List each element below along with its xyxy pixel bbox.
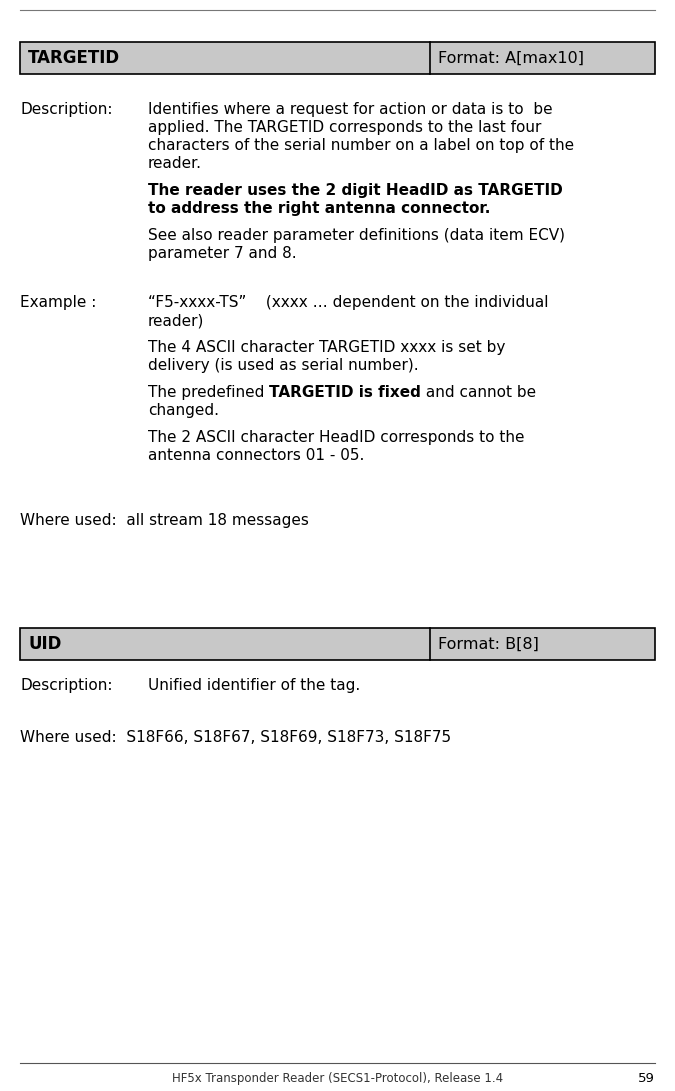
Text: Example :: Example :: [20, 295, 97, 310]
Text: See also reader parameter definitions (data item ECV): See also reader parameter definitions (d…: [148, 228, 565, 243]
Text: HF5x Transponder Reader (SECS1-Protocol), Release 1.4: HF5x Transponder Reader (SECS1-Protocol)…: [172, 1072, 503, 1086]
Text: parameter 7 and 8.: parameter 7 and 8.: [148, 245, 296, 261]
Text: antenna connectors 01 - 05.: antenna connectors 01 - 05.: [148, 448, 364, 463]
Text: to address the right antenna connector.: to address the right antenna connector.: [148, 201, 490, 216]
Text: delivery (is used as serial number).: delivery (is used as serial number).: [148, 358, 418, 373]
Bar: [20, 628, 655, 660]
Text: and cannot be: and cannot be: [421, 385, 536, 400]
Text: Format: A[max10]: Format: A[max10]: [437, 50, 584, 65]
Text: TARGETID is fixed: TARGETID is fixed: [269, 385, 421, 400]
Text: Description:: Description:: [20, 101, 113, 117]
Text: Identifies where a request for action or data is to  be: Identifies where a request for action or…: [148, 101, 553, 117]
Text: UID: UID: [28, 635, 61, 654]
Text: 59: 59: [638, 1072, 655, 1086]
Text: applied. The TARGETID corresponds to the last four: applied. The TARGETID corresponds to the…: [148, 120, 541, 135]
Text: changed.: changed.: [148, 403, 219, 418]
Text: Format: B[8]: Format: B[8]: [437, 636, 539, 651]
Text: Unified identifier of the tag.: Unified identifier of the tag.: [148, 678, 360, 693]
Text: Where used:  S18F66, S18F67, S18F69, S18F73, S18F75: Where used: S18F66, S18F67, S18F69, S18F…: [20, 730, 451, 745]
Text: The 2 ASCII character HeadID corresponds to the: The 2 ASCII character HeadID corresponds…: [148, 430, 524, 445]
Text: reader.: reader.: [148, 156, 202, 171]
Text: The reader uses the 2 digit HeadID as TARGETID: The reader uses the 2 digit HeadID as TA…: [148, 183, 563, 197]
Text: reader): reader): [148, 313, 205, 328]
Text: Where used:  all stream 18 messages: Where used: all stream 18 messages: [20, 513, 309, 528]
Text: “F5-xxxx-TS”    (xxxx … dependent on the individual: “F5-xxxx-TS” (xxxx … dependent on the in…: [148, 295, 549, 310]
Text: Description:: Description:: [20, 678, 113, 693]
Text: The 4 ASCII character TARGETID xxxx is set by: The 4 ASCII character TARGETID xxxx is s…: [148, 340, 506, 355]
Bar: [20, 41, 655, 74]
Text: The predefined: The predefined: [148, 385, 269, 400]
Text: TARGETID: TARGETID: [28, 49, 120, 67]
Text: characters of the serial number on a label on top of the: characters of the serial number on a lab…: [148, 137, 574, 153]
